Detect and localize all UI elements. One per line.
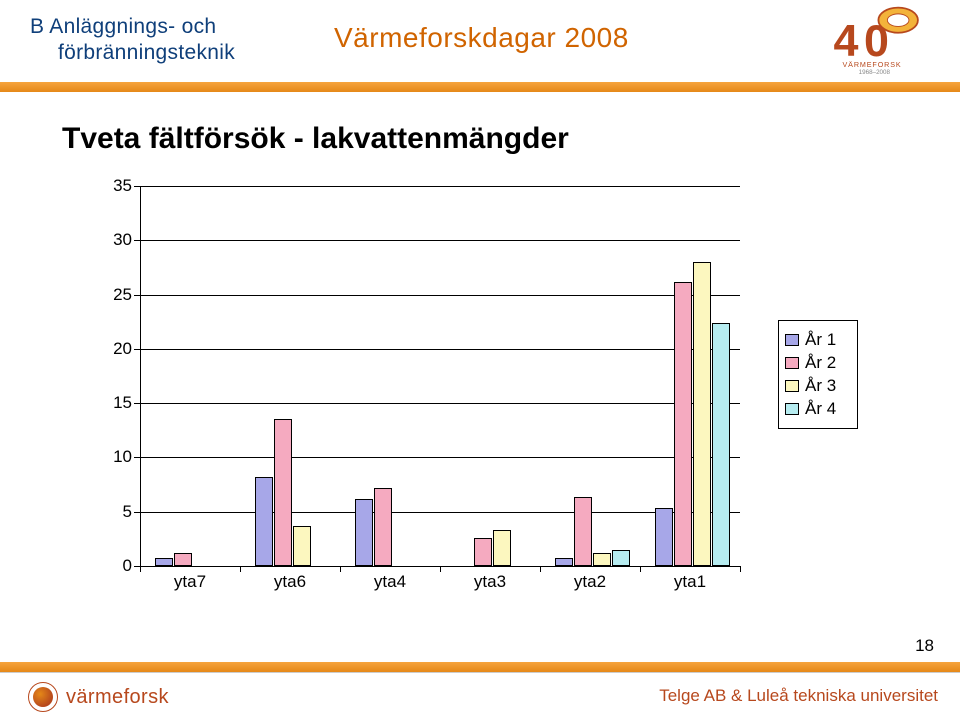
- anniversary-logo-svg: 4 0 VÄRMEFORSK 1968–2008: [827, 4, 937, 74]
- bar: [355, 499, 373, 566]
- header-topic-line1: B Anläggnings- och: [30, 15, 216, 38]
- bar: [674, 282, 692, 566]
- slide-title: Tveta fältförsök - lakvattenmängder: [62, 122, 569, 156]
- footer-attribution: Telge AB & Luleå tekniska universitet: [659, 686, 938, 706]
- grid-line: [134, 457, 740, 458]
- slide-number: 18: [915, 636, 934, 656]
- legend-label: År 4: [805, 399, 836, 419]
- y-tick-label: 15: [104, 393, 132, 413]
- bar: [574, 497, 592, 566]
- varmeforsk-mark-icon: [28, 682, 58, 712]
- chart-legend: År 1 År 2 År 3 År 4: [778, 320, 858, 429]
- bar: [693, 262, 711, 566]
- legend-swatch: [785, 334, 799, 346]
- chart-grid: 05101520253035yta7yta6yta4yta3yta2yta1: [140, 186, 740, 566]
- bar: [155, 558, 173, 566]
- chart: Insamlat lakvatten [l/m 2·a] 05101520253…: [84, 178, 854, 608]
- bar: [593, 553, 611, 566]
- y-tick-label: 0: [104, 556, 132, 576]
- legend-swatch: [785, 403, 799, 415]
- bar: [174, 553, 192, 566]
- grid-line: [134, 240, 740, 241]
- footer-logo: värmeforsk: [28, 682, 169, 712]
- bar: [274, 419, 292, 566]
- svg-text:VÄRMEFORSK: VÄRMEFORSK: [843, 61, 902, 69]
- legend-item: År 2: [785, 353, 851, 373]
- slide-header: B Anläggnings- och förbränningsteknik Vä…: [0, 0, 960, 82]
- x-tick-label: yta4: [374, 572, 406, 592]
- x-tick-label: yta3: [474, 572, 506, 592]
- slide-footer: värmeforsk Telge AB & Luleå tekniska uni…: [0, 672, 960, 716]
- y-tick-label: 25: [104, 285, 132, 305]
- legend-swatch: [785, 380, 799, 392]
- x-tick: [240, 566, 241, 572]
- svg-text:1968–2008: 1968–2008: [859, 69, 891, 74]
- divider-bar-top: [0, 82, 960, 92]
- bar: [493, 530, 511, 566]
- header-topic: B Anläggnings- och förbränningsteknik: [30, 14, 235, 67]
- chart-plot-area: 05101520253035yta7yta6yta4yta3yta2yta1: [140, 186, 740, 566]
- y-tick-label: 20: [104, 339, 132, 359]
- header-event-title-text: Värmeforskdagar 2008: [334, 22, 629, 54]
- x-tick-label: yta2: [574, 572, 606, 592]
- bar: [255, 477, 273, 566]
- x-tick: [440, 566, 441, 572]
- bar: [555, 558, 573, 566]
- bar: [655, 508, 673, 566]
- svg-text:0: 0: [864, 15, 889, 66]
- bar: [712, 323, 730, 566]
- x-tick: [340, 566, 341, 572]
- header-topic-line2: förbränningsteknik: [30, 40, 235, 66]
- divider-bar-bottom: [0, 662, 960, 672]
- grid-line: [134, 186, 740, 187]
- grid-line: [134, 295, 740, 296]
- legend-label: År 2: [805, 353, 836, 373]
- x-tick: [140, 186, 141, 572]
- y-tick-label: 10: [104, 447, 132, 467]
- anniversary-logo: 4 0 VÄRMEFORSK 1968–2008: [822, 4, 942, 79]
- bar: [474, 538, 492, 566]
- svg-text:4: 4: [834, 15, 859, 66]
- x-tick-label: yta7: [174, 572, 206, 592]
- legend-label: År 3: [805, 376, 836, 396]
- footer-divider: [0, 672, 960, 673]
- legend-swatch: [785, 357, 799, 369]
- grid-line: [134, 512, 740, 513]
- header-event-title: Värmeforskdagar 2008: [320, 8, 760, 68]
- bar: [293, 526, 311, 566]
- footer-brand-text: värmeforsk: [66, 686, 169, 709]
- legend-item: År 4: [785, 399, 851, 419]
- y-tick-label: 35: [104, 176, 132, 196]
- bar: [612, 550, 630, 566]
- y-tick-label: 5: [104, 502, 132, 522]
- x-tick: [640, 566, 641, 572]
- x-tick: [540, 566, 541, 572]
- bar: [374, 488, 392, 566]
- x-tick-label: yta1: [674, 572, 706, 592]
- grid-line: [134, 349, 740, 350]
- y-tick-label: 30: [104, 230, 132, 250]
- legend-item: År 1: [785, 330, 851, 350]
- grid-line: [134, 403, 740, 404]
- x-tick: [740, 566, 741, 572]
- legend-item: År 3: [785, 376, 851, 396]
- legend-label: År 1: [805, 330, 836, 350]
- x-tick-label: yta6: [274, 572, 306, 592]
- grid-line: [134, 566, 740, 567]
